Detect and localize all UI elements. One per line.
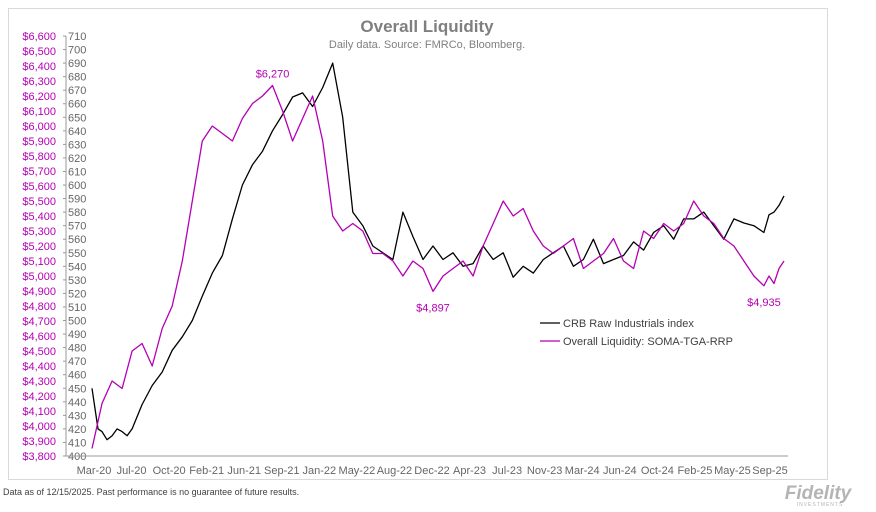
- y-left-tick-label: $5,600: [22, 181, 56, 193]
- x-tick-label: May-25: [714, 465, 751, 477]
- y-left-tick-label: $6,600: [22, 31, 56, 43]
- y-right-tick-label: 510: [68, 302, 86, 314]
- x-tick-label: Dec-22: [414, 465, 449, 477]
- y-left-tick-label: $4,400: [22, 361, 56, 373]
- y-right-tick-label: 410: [68, 437, 86, 449]
- y-right-tick-label: 540: [68, 261, 86, 273]
- x-tick-label: Sep-21: [264, 465, 299, 477]
- y-left-tick-label: $6,300: [22, 76, 56, 88]
- y-right-tick-label: 710: [68, 31, 86, 43]
- x-tick-label: Jun-24: [603, 465, 637, 477]
- y-left-tick-label: $4,800: [22, 301, 56, 313]
- x-tick-label: Jul-20: [117, 465, 147, 477]
- x-tick-label: Mar-20: [77, 465, 112, 477]
- series-line-liquidity: [91, 84, 785, 449]
- y-right-tick-label: 660: [68, 99, 86, 111]
- y-left-tick-label: $5,700: [22, 166, 56, 178]
- x-tick-label: Jun-21: [227, 465, 261, 477]
- y-right-tick-label: 400: [68, 451, 86, 463]
- logo-text: Fidelity: [785, 483, 853, 504]
- y-left-tick-label: $5,400: [22, 211, 56, 223]
- y-left-tick-label: $6,100: [22, 106, 56, 118]
- x-tick-label: Oct-24: [641, 465, 674, 477]
- y-left-tick-label: $4,700: [22, 316, 56, 328]
- y-left-tick-label: $5,000: [22, 271, 56, 283]
- y-right-tick-label: 600: [68, 180, 86, 192]
- y-left-tick-label: $5,300: [22, 226, 56, 238]
- x-tick-label: Oct-20: [153, 465, 186, 477]
- y-right-tick-label: 560: [68, 234, 86, 246]
- annotation-label: $4,935: [747, 297, 781, 309]
- x-tick-label: Mar-24: [565, 465, 600, 477]
- y-left-tick-label: $6,500: [22, 46, 56, 58]
- y-left-tick-label: $6,400: [22, 61, 56, 73]
- y-left-tick-label: $4,300: [22, 376, 56, 388]
- y-right-tick-label: 640: [68, 126, 86, 138]
- y-right-tick-label: 700: [68, 45, 86, 57]
- logo-sub: INVESTMENTS: [797, 502, 844, 507]
- x-tick-label: May-22: [339, 465, 376, 477]
- y-left-tick-label: $5,200: [22, 241, 56, 253]
- y-right-tick-label: 440: [68, 397, 86, 409]
- x-tick-label: Apr-23: [453, 465, 486, 477]
- y-left-tick-label: $4,900: [22, 286, 56, 298]
- y-right-tick-label: 490: [68, 329, 86, 341]
- y-right-tick-label: 530: [68, 275, 86, 287]
- x-tick-label: Jul-23: [492, 465, 522, 477]
- chart-subtitle: Daily data. Source: FMRCo, Bloomberg.: [329, 39, 525, 51]
- y-left-tick-label: $5,800: [22, 151, 56, 163]
- footer-disclaimer: Data as of 12/15/2025. Past performance …: [3, 487, 300, 497]
- y-right-tick-label: 690: [68, 58, 86, 70]
- legend-label-crb: CRB Raw Industrials index: [563, 318, 694, 330]
- y-right-tick-label: 550: [68, 248, 86, 260]
- x-tick-label: Aug-22: [377, 465, 412, 477]
- y-right-tick-label: 450: [68, 383, 86, 395]
- chart-title: Overall Liquidity: [360, 17, 494, 36]
- y-left-tick-label: $3,900: [22, 436, 56, 448]
- y-right-tick-label: 580: [68, 207, 86, 219]
- x-tick-label: Sep-25: [752, 465, 787, 477]
- annotation-label: $4,897: [416, 302, 450, 314]
- y-left-tick-label: $5,900: [22, 136, 56, 148]
- x-tick-label: Nov-23: [527, 465, 562, 477]
- y-left-tick-label: $6,200: [22, 91, 56, 103]
- y-right-tick-label: 460: [68, 370, 86, 382]
- chart-frame: [8, 8, 828, 480]
- y-left-tick-label: $5,500: [22, 196, 56, 208]
- x-tick-label: Feb-25: [677, 465, 712, 477]
- y-right-tick-label: 570: [68, 221, 86, 233]
- y-left-tick-label: $6,000: [22, 121, 56, 133]
- y-right-tick-label: 500: [68, 316, 86, 328]
- series-line-crb: [91, 62, 785, 441]
- y-right-tick-label: 480: [68, 343, 86, 355]
- x-tick-label: Jan-22: [303, 465, 337, 477]
- fidelity-logo: Fidelity INVESTMENTS: [785, 483, 853, 507]
- y-right-tick-label: 670: [68, 85, 86, 97]
- y-left-tick-label: $4,500: [22, 346, 56, 358]
- x-tick-label: Feb-21: [189, 465, 224, 477]
- legend-label-liquidity: Overall Liquidity: SOMA-TGA-RRP: [563, 336, 733, 348]
- y-right-tick-label: 620: [68, 153, 86, 165]
- y-left-tick-label: $3,800: [22, 451, 56, 463]
- y-right-tick-label: 590: [68, 194, 86, 206]
- y-right-tick-label: 420: [68, 424, 86, 436]
- y-right-tick-label: 630: [68, 139, 86, 151]
- y-right-tick-label: 680: [68, 72, 86, 84]
- y-left-tick-label: $4,100: [22, 406, 56, 418]
- legend: CRB Raw Industrials index Overall Liquid…: [540, 318, 733, 348]
- y-left-tick-label: $4,200: [22, 391, 56, 403]
- y-right-tick-label: 470: [68, 356, 86, 368]
- y-left-tick-label: $4,000: [22, 421, 56, 433]
- y-right-tick-label: 430: [68, 410, 86, 422]
- y-left-tick-label: $5,100: [22, 256, 56, 268]
- y-right-tick-label: 610: [68, 166, 86, 178]
- y-left-tick-label: $4,600: [22, 331, 56, 343]
- annotation-label: $6,270: [256, 69, 290, 81]
- y-right-tick-label: 650: [68, 112, 86, 124]
- y-right-tick-label: 520: [68, 288, 86, 300]
